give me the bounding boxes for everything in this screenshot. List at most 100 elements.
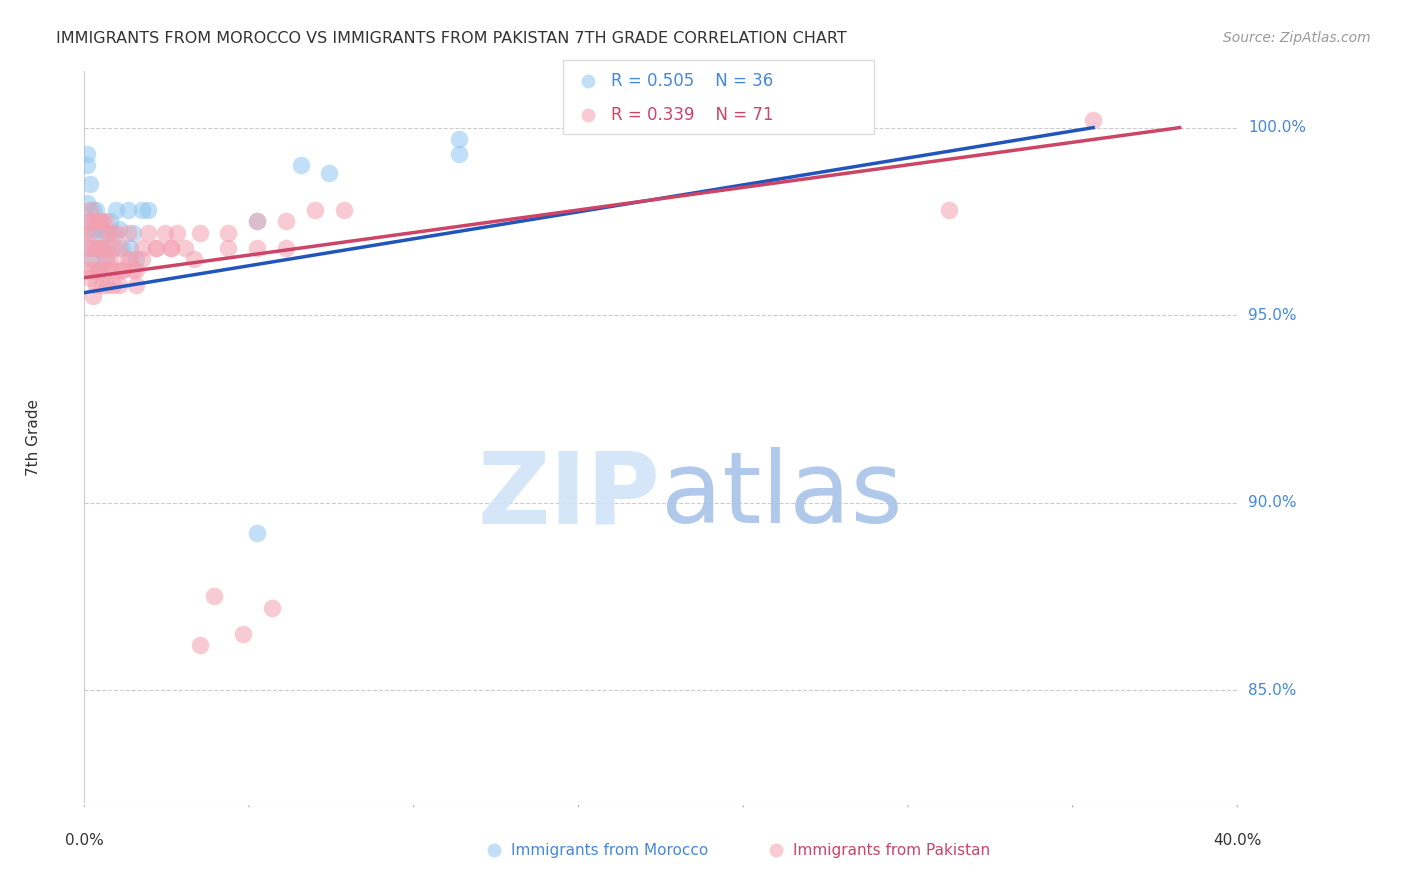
Point — [131, 203, 153, 218]
Point — [108, 241, 131, 255]
Point — [87, 214, 110, 228]
Text: Source: ZipAtlas.com: Source: ZipAtlas.com — [1223, 31, 1371, 45]
Point — [98, 226, 121, 240]
Point — [79, 226, 101, 240]
Point — [98, 214, 121, 228]
Text: 7th Grade: 7th Grade — [25, 399, 41, 475]
Text: R = 0.505    N = 36: R = 0.505 N = 36 — [612, 72, 773, 90]
Point — [202, 590, 225, 604]
Point — [183, 252, 205, 266]
Point — [166, 226, 188, 240]
Point — [276, 214, 298, 228]
Point — [232, 627, 254, 641]
Text: IMMIGRANTS FROM MOROCCO VS IMMIGRANTS FROM PAKISTAN 7TH GRADE CORRELATION CHART: IMMIGRANTS FROM MOROCCO VS IMMIGRANTS FR… — [56, 31, 846, 46]
Point — [98, 252, 121, 266]
Point — [120, 241, 142, 255]
Point — [82, 203, 104, 218]
Point — [79, 177, 101, 191]
Point — [1333, 345, 1355, 359]
Point — [246, 214, 269, 228]
Point — [131, 241, 153, 255]
Point — [160, 241, 183, 255]
Point — [290, 158, 312, 172]
Point — [76, 241, 98, 255]
Point — [218, 241, 240, 255]
Point — [76, 195, 98, 210]
Text: 0.0%: 0.0% — [65, 833, 104, 848]
Text: 95.0%: 95.0% — [1249, 308, 1296, 323]
Point — [90, 214, 112, 228]
Text: 90.0%: 90.0% — [1249, 495, 1296, 510]
Point — [76, 214, 98, 228]
Point — [145, 241, 167, 255]
Point — [84, 241, 107, 255]
Point — [1333, 169, 1355, 184]
Text: Immigrants from Pakistan: Immigrants from Pakistan — [793, 843, 991, 858]
Point — [260, 600, 283, 615]
Text: atlas: atlas — [661, 447, 903, 544]
Point — [82, 241, 104, 255]
Point — [87, 214, 110, 228]
Point — [938, 203, 960, 218]
Point — [90, 241, 112, 255]
Point — [131, 252, 153, 266]
Point — [82, 289, 104, 303]
Text: R = 0.339    N = 71: R = 0.339 N = 71 — [612, 106, 773, 124]
Text: 100.0%: 100.0% — [1249, 120, 1306, 135]
Text: Immigrants from Morocco: Immigrants from Morocco — [510, 843, 709, 858]
Point — [105, 263, 128, 277]
Point — [304, 203, 326, 218]
Point — [108, 222, 131, 236]
Point — [98, 263, 121, 277]
Point — [93, 252, 115, 266]
Point — [79, 252, 101, 266]
Point — [153, 226, 176, 240]
Text: 40.0%: 40.0% — [1213, 833, 1261, 848]
Point — [96, 226, 118, 240]
Point — [87, 241, 110, 255]
Point — [90, 241, 112, 255]
Point — [105, 203, 128, 218]
Point — [87, 263, 110, 277]
Point — [136, 226, 159, 240]
Point — [111, 263, 134, 277]
Point — [93, 214, 115, 228]
Point — [125, 278, 148, 293]
Point — [117, 203, 139, 218]
Point — [93, 263, 115, 277]
Point — [108, 278, 131, 293]
Point — [246, 214, 269, 228]
Point — [84, 203, 107, 218]
Point — [96, 241, 118, 255]
Point — [79, 270, 101, 285]
Point — [84, 214, 107, 228]
Point — [103, 226, 124, 240]
Text: ZIP: ZIP — [478, 447, 661, 544]
Point — [84, 278, 107, 293]
Point — [125, 252, 148, 266]
Point — [122, 226, 145, 240]
Point — [82, 214, 104, 228]
Point — [136, 203, 159, 218]
Point — [120, 252, 142, 266]
Point — [276, 241, 298, 255]
FancyBboxPatch shape — [562, 61, 875, 134]
Point — [333, 203, 356, 218]
Point — [318, 166, 340, 180]
Point — [79, 214, 101, 228]
Point — [117, 226, 139, 240]
Point — [82, 226, 104, 240]
Point — [87, 263, 110, 277]
Point — [188, 226, 211, 240]
Point — [246, 525, 269, 540]
Point — [160, 241, 183, 255]
Point — [76, 263, 98, 277]
Point — [1083, 113, 1105, 128]
Point — [188, 638, 211, 652]
Point — [87, 263, 110, 277]
Point — [111, 263, 134, 277]
Point — [246, 241, 269, 255]
Point — [73, 226, 96, 240]
Point — [79, 203, 101, 218]
Point — [93, 241, 115, 255]
